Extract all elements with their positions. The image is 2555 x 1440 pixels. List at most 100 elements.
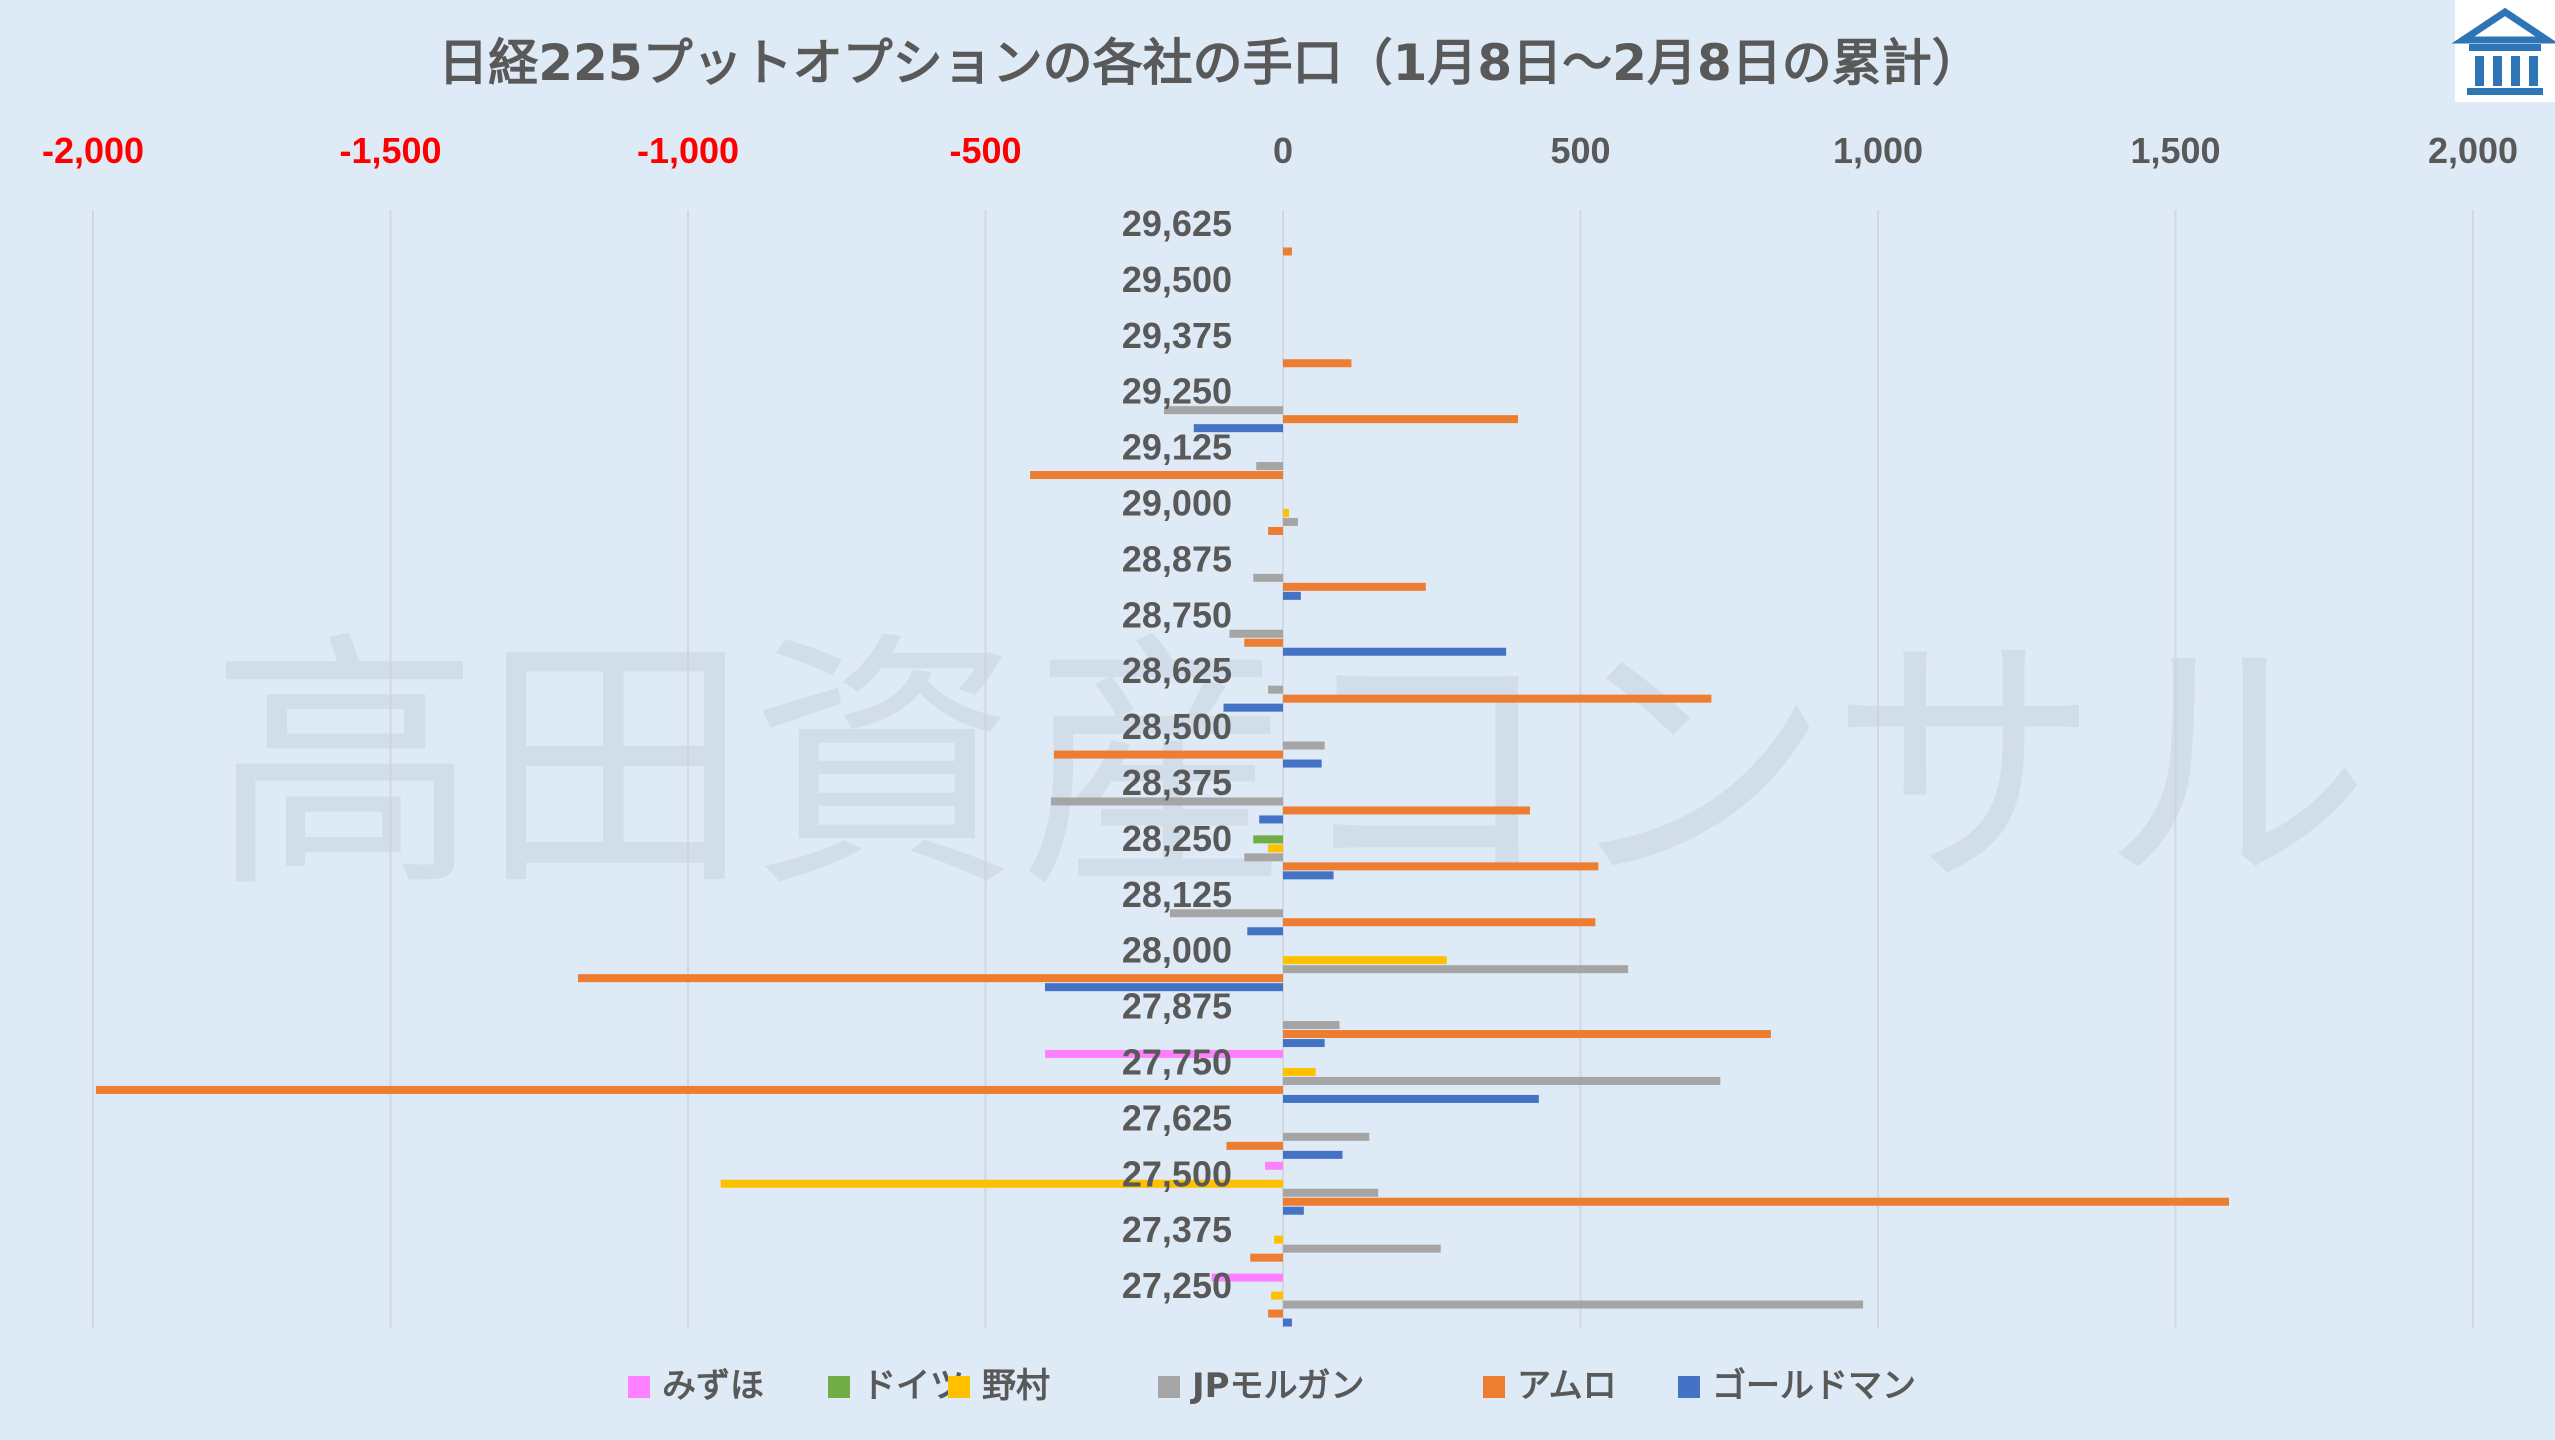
bar: [1283, 1094, 1539, 1103]
category-labels: 29,625 29,500 29,375 29,250 29,125 29,000 28,8…: [1122, 203, 1232, 1306]
bar: [1283, 1244, 1441, 1253]
bar: [1283, 871, 1334, 880]
bar: [1283, 415, 1519, 424]
bar: [1283, 1300, 1864, 1309]
category-label: 29,000: [1122, 482, 1232, 523]
category-label: 27,375: [1122, 1209, 1232, 1250]
bar: [1193, 424, 1283, 433]
legend-label: 野村: [982, 1366, 1050, 1406]
bar: [1211, 1273, 1283, 1282]
category-label: 27,250: [1122, 1265, 1232, 1306]
category-label: 27,500: [1122, 1153, 1232, 1194]
bar: [1268, 844, 1283, 853]
bar: [1283, 956, 1447, 965]
bar: [1283, 1076, 1721, 1085]
bar: [1045, 983, 1283, 992]
bar: [1283, 1132, 1370, 1141]
bar: [1283, 759, 1322, 768]
category-label: 29,125: [1122, 427, 1232, 468]
bar: [1229, 629, 1283, 638]
bar: [1265, 1161, 1283, 1170]
x-tick-label: 1,000: [1833, 130, 1923, 171]
bar: [1274, 1235, 1283, 1244]
x-tick-label: 2,000: [2428, 130, 2518, 171]
bar: [1244, 853, 1283, 862]
category-label: 28,500: [1122, 706, 1232, 747]
category-label: 29,375: [1122, 315, 1232, 356]
category-label: 28,125: [1122, 874, 1232, 915]
bar: [1283, 247, 1292, 256]
bar: [1283, 741, 1325, 750]
category-label: 28,250: [1122, 818, 1232, 859]
category-label: 28,625: [1122, 650, 1232, 691]
legend-label: ドイツ: [862, 1366, 964, 1406]
category-label: 27,625: [1122, 1097, 1232, 1138]
bar: [1030, 471, 1283, 480]
bar: [1268, 526, 1283, 535]
bar: [1283, 862, 1599, 871]
x-tick-label: 500: [1550, 130, 1610, 171]
category-label: 29,625: [1122, 203, 1232, 244]
bar: [1253, 835, 1283, 844]
bar: [577, 974, 1283, 983]
x-tick-label: -1,000: [637, 130, 739, 171]
bar: [1283, 694, 1712, 703]
bar: [1283, 508, 1289, 517]
bar: [1283, 359, 1352, 368]
x-tick-label: -1,500: [339, 130, 441, 171]
bar: [1283, 1188, 1379, 1197]
bar: [1169, 909, 1283, 918]
x-tick-label: 1,500: [2130, 130, 2220, 171]
bar: [1283, 965, 1629, 974]
legend-swatch: [628, 1376, 650, 1398]
legend-swatch: [1483, 1376, 1505, 1398]
bar: [1050, 797, 1283, 806]
legend-label: JPモルガン: [1190, 1366, 1365, 1406]
bar: [1283, 647, 1507, 656]
bar: [1164, 406, 1283, 415]
category-label: 27,875: [1122, 986, 1232, 1027]
bar: [1283, 517, 1298, 526]
bar: [1244, 638, 1283, 647]
building-logo-icon: [2451, 0, 2555, 102]
legend-swatch: [948, 1376, 970, 1398]
x-tick-label: 0: [1273, 130, 1293, 171]
chart-title: 日経225プットオプションの各社の手口（1月8日～2月8日の累計）: [438, 34, 1982, 92]
legend-label: ゴールドマン: [1712, 1366, 1916, 1406]
x-axis-tick-labels: -2,000 -1,500 -1,000 -500 0 500 1,000 1,500 2,00…: [42, 130, 2518, 171]
bar: [1268, 1309, 1283, 1318]
category-label: 29,500: [1122, 259, 1232, 300]
legend: みずほ ドイツ 野村 JPモルガン アムロ ゴールドマン: [628, 1366, 1916, 1406]
legend-label: アムロ: [1517, 1366, 1617, 1406]
bar: [1283, 918, 1596, 927]
bar: [1045, 1049, 1283, 1058]
category-label: 28,750: [1122, 594, 1232, 635]
category-label: 28,000: [1122, 930, 1232, 971]
bar: [1283, 1197, 2230, 1206]
bar: [1283, 1206, 1304, 1215]
bar: [1259, 815, 1283, 824]
legend-label: みずほ: [662, 1366, 764, 1406]
bar: [1283, 582, 1426, 591]
bar: [1271, 1291, 1283, 1300]
bar: [1268, 685, 1283, 694]
bar: [1283, 591, 1301, 600]
bar: [1256, 462, 1283, 471]
bar: [720, 1179, 1283, 1188]
bar: [95, 1085, 1284, 1094]
category-label: 29,250: [1122, 371, 1232, 412]
category-label: 28,875: [1122, 538, 1232, 579]
legend-swatch: [1158, 1376, 1180, 1398]
x-tick-label: -500: [949, 130, 1021, 171]
bar: [1283, 1318, 1292, 1327]
bar: [1283, 1150, 1343, 1159]
bar: [1253, 573, 1283, 582]
category-label: 28,375: [1122, 762, 1232, 803]
x-tick-label: -2,000: [42, 130, 144, 171]
category-label: 27,750: [1122, 1041, 1232, 1082]
bar: [1283, 1039, 1325, 1048]
bar: [1283, 1067, 1316, 1076]
bar: [1283, 806, 1530, 815]
bar: [1226, 1141, 1283, 1150]
